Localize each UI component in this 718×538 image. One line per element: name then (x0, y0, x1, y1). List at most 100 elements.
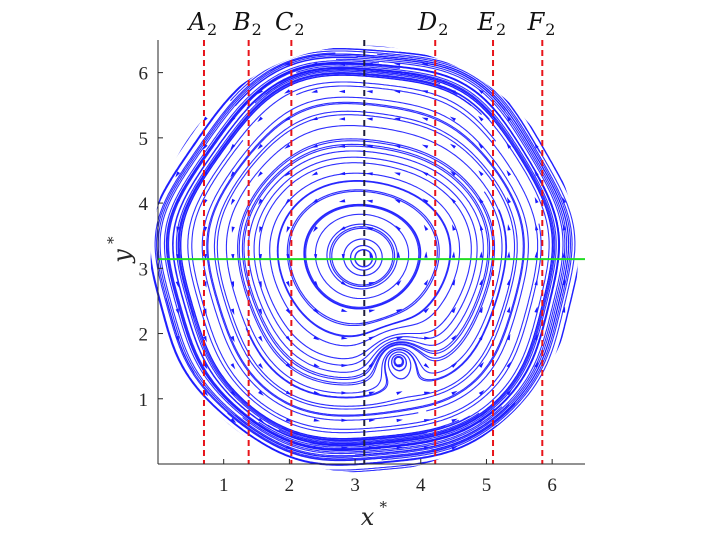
line-label-letter: E (476, 8, 495, 36)
streamline-arrowhead (285, 335, 291, 342)
streamline (175, 70, 480, 443)
streamline-arrowhead (284, 89, 291, 94)
y-axis-label: y (108, 249, 136, 264)
streamline-arrowhead (230, 335, 235, 343)
streamline-arrowhead (396, 446, 403, 450)
streamline-arrowhead (534, 169, 539, 177)
streamline-arrowhead (313, 280, 319, 288)
streamline-arrowhead (366, 172, 373, 176)
streamline-arrowhead (175, 335, 180, 343)
streamline-arrowhead (231, 254, 235, 261)
streamline-arrowhead (423, 419, 431, 423)
streamline-arrowhead (506, 169, 512, 177)
streamline-arrowhead (366, 199, 373, 203)
streamline-arrowhead (393, 90, 401, 94)
streamline (206, 101, 525, 417)
streamline-arrowhead (203, 335, 207, 343)
streamline-arrowhead (451, 446, 458, 450)
streamline-arrowhead (285, 281, 290, 288)
streamline-arrowhead (478, 334, 484, 341)
streamline-arrowhead (423, 279, 429, 286)
streamline-arrowhead (284, 143, 291, 149)
streamline-arrowhead (285, 363, 292, 369)
streamline-arrowhead (311, 116, 318, 121)
streamline (329, 226, 396, 288)
streamline-arrowhead (285, 445, 293, 450)
streamline-arrowhead (341, 308, 348, 312)
streamline-arrowhead (175, 171, 181, 178)
streamline-arrowhead (423, 446, 431, 450)
streamline-arrowhead (368, 391, 376, 395)
streamline (237, 138, 496, 386)
streamline-arrowhead (507, 224, 511, 231)
streamline-arrowhead (421, 90, 429, 94)
streamline-arrowhead (451, 362, 458, 368)
streamline-arrowhead (258, 308, 263, 315)
streamline-arrowhead (175, 281, 179, 288)
streamline-arrowhead (450, 170, 457, 177)
streamline (177, 72, 490, 442)
streamline-arrowhead (562, 278, 566, 286)
streamline (349, 244, 377, 271)
streamline-arrowhead (478, 170, 484, 177)
streamline-arrowhead (478, 417, 485, 423)
streamline-arrowhead (449, 143, 456, 149)
streamline (154, 52, 516, 461)
streamline-arrowhead (230, 390, 236, 397)
y-tick-label: 3 (139, 259, 149, 280)
streamline-arrowhead (452, 224, 456, 231)
streamline-arrowhead (478, 361, 484, 368)
streamline-arrowhead (396, 308, 403, 313)
streamline-arrowhead (506, 197, 512, 204)
streamline (253, 156, 478, 366)
streamline-arrowhead (258, 363, 264, 370)
streamline-arrowhead (338, 199, 346, 203)
streamline-arrowhead (422, 171, 429, 176)
streamline-arrowhead (341, 363, 348, 368)
streamline (387, 351, 412, 380)
streamline-arrowhead (313, 445, 321, 450)
streamline-arrowhead (257, 143, 263, 150)
streamline (245, 209, 508, 399)
streamline-arrowhead (230, 308, 235, 315)
x-tick-label: 2 (285, 475, 295, 496)
streamline-arrowhead (285, 308, 291, 315)
streamline (247, 150, 484, 373)
streamline (220, 51, 576, 466)
streamline-arrowhead (285, 198, 291, 205)
streamline-arrowhead (284, 116, 291, 122)
streamline (393, 355, 405, 368)
streamline (225, 125, 507, 398)
y-tick-label: 2 (139, 325, 149, 346)
streamline-arrowhead (506, 361, 511, 368)
streamline (305, 205, 420, 308)
streamline (314, 213, 410, 300)
streamline (165, 61, 501, 452)
streamline-arrowhead (423, 224, 429, 231)
line-label-subscript: 2 (207, 20, 217, 39)
x-tick-label: 1 (219, 475, 229, 496)
streamline-arrowhead (230, 417, 237, 424)
streamline (157, 55, 506, 458)
streamline-arrowhead (451, 279, 456, 286)
streamline-arrowhead (394, 172, 401, 176)
streamline-arrowhead (396, 418, 403, 423)
streamline (326, 223, 398, 290)
streamline-arrowhead (368, 309, 376, 313)
streamline-arrowhead (506, 278, 510, 286)
streamline-arrowhead (341, 418, 348, 422)
streamline (191, 85, 539, 430)
streamline (391, 353, 408, 372)
streamline-arrowhead (368, 418, 376, 423)
streamline-arrowhead (396, 336, 403, 340)
line-label-subscript: 2 (438, 20, 448, 39)
streamline-arrowhead (534, 333, 538, 341)
streamline-arrowhead (562, 251, 566, 258)
line-label-letter: B (232, 8, 251, 36)
streamline-arrowhead (366, 117, 373, 121)
streamline-arrowhead (366, 62, 373, 66)
streamline-arrowhead (534, 306, 538, 313)
